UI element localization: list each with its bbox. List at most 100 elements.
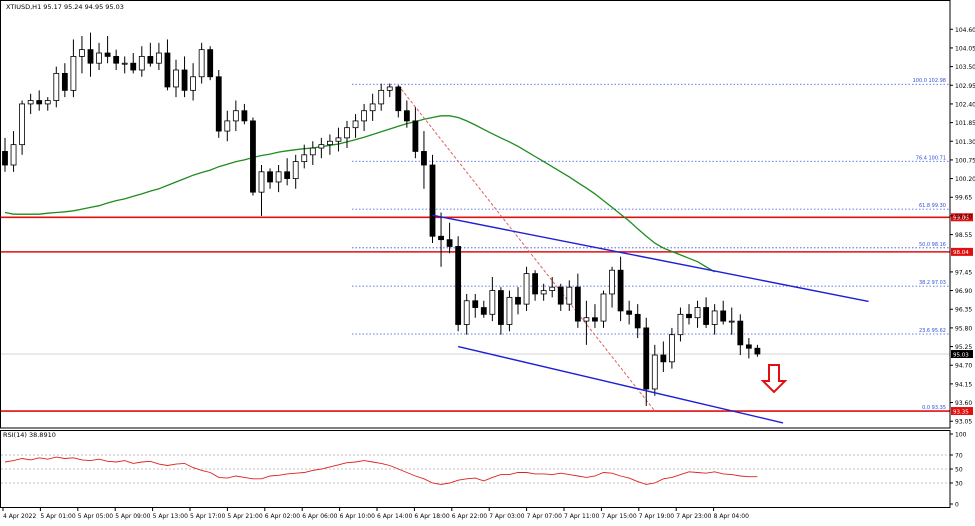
price-y-tick-label: 93.05 [955,419,972,426]
x-tick-label: 6 Apr 18:00 [414,513,449,520]
bear-candle-body [618,270,623,311]
bull-candle-body [139,56,144,70]
bull-candle-body [387,87,392,90]
bear-candle-body [268,172,273,182]
bull-candle-body [310,148,315,155]
price-y-tick-label: 102.40 [955,101,975,108]
bear-candle-body [3,151,8,165]
bear-candle-body [635,314,640,328]
rsi-y-tick-label: 50 [955,467,963,474]
bear-candle-body [746,345,751,348]
fib-level-label: 100.0 102.98 [913,78,946,84]
bull-candle-body [11,145,16,165]
level-price-label: 93.35 [953,409,969,415]
bull-candle-body [729,321,734,322]
price-y-tick-label: 96.35 [955,307,972,314]
bear-candle-body [473,301,478,308]
bear-candle-body [421,151,426,165]
x-tick-label: 6 Apr 14:00 [377,513,412,520]
bull-candle-body [293,162,298,179]
price-y-tick-label: 100.20 [955,176,975,183]
bull-candle-body [174,70,179,87]
price-y-tick-label: 94.70 [955,363,972,370]
bear-candle-body [285,172,290,179]
bull-candle-body [54,73,59,100]
bear-candle-body [738,321,743,345]
bear-candle-body [413,121,418,152]
bull-candle-body [541,291,546,294]
bull-candle-body [678,314,683,334]
bull-candle-body [669,335,674,362]
bull-candle-body [276,172,281,182]
bear-candle-body [430,165,435,236]
bear-candle-body [114,56,119,63]
bear-candle-body [37,101,42,104]
price-y-tick-label: 100.75 [955,157,975,164]
bull-candle-body [695,308,700,318]
bear-candle-body [439,236,444,239]
current-price-label: 95.03 [953,352,969,358]
fib-level-label: 23.6 95.62 [919,328,946,334]
x-tick-label: 5 Apr 09:00 [115,513,150,520]
rsi-y-tick-label: 70 [955,453,963,460]
x-tick-label: 5 Apr 17:00 [190,513,225,520]
bull-candle-body [191,77,196,91]
bear-candle-body [62,73,67,90]
bear-candle-body [687,314,692,317]
x-tick-label: 6 Apr 22:00 [452,513,487,520]
price-y-tick-label: 94.15 [955,381,972,388]
bear-candle-body [533,274,538,294]
bull-candle-body [122,63,127,64]
x-tick-label: 7 Apr 23:00 [676,513,711,520]
bear-candle-body [447,240,452,247]
bear-candle-body [165,53,170,87]
candle [456,236,461,331]
price-y-tick-label: 102.95 [955,83,975,90]
x-tick-label: 7 Apr 07:00 [527,513,562,520]
candle [216,70,221,138]
bear-candle-body [516,297,521,304]
bear-candle-body [481,308,486,315]
bear-candle-body [704,308,709,325]
bear-candle-body [644,328,649,389]
fib-level-label: 0.0 93.35 [922,405,946,411]
bear-candle-body [131,63,136,70]
bull-candle-body [156,53,161,63]
x-tick-label: 7 Apr 11:00 [564,513,599,520]
fib-level-label: 76.4 100.71 [916,155,946,161]
bear-candle-body [592,318,597,321]
bull-candle-body [584,318,589,321]
bull-candle-body [464,301,469,325]
bear-candle-body [755,348,760,354]
bull-candle-body [327,141,332,144]
rsi-y-tick-label: 0 [955,502,959,509]
price-y-tick-label: 96.90 [955,288,972,295]
bull-candle-body [379,90,384,104]
x-tick-label: 6 Apr 10:00 [340,513,375,520]
bear-candle-body [456,246,461,324]
bull-candle-body [28,101,33,104]
rsi-y-tick-label: 100 [955,432,967,439]
bull-candle-body [567,287,572,304]
price-y-tick-label: 104.60 [955,27,975,34]
bull-candle-body [507,297,512,324]
candle [524,267,529,311]
bull-candle-body [233,111,238,121]
price-y-tick-label: 104.05 [955,45,975,52]
candle [250,118,255,196]
price-y-tick-label: 99.65 [955,195,972,202]
bull-candle-body [610,270,615,294]
bull-candle-body [712,311,717,325]
price-y-tick-label: 103.50 [955,64,975,71]
bull-candle-body [362,111,367,121]
bear-candle-body [208,50,213,77]
x-tick-label: 4 Apr 2022 [3,513,36,520]
x-tick-label: 7 Apr 03:00 [489,513,524,520]
x-tick-label: 6 Apr 06:00 [302,513,337,520]
level-price-label: 98.04 [953,250,969,256]
price-y-tick-label: 93.60 [955,400,972,407]
bull-candle-body [71,56,76,90]
